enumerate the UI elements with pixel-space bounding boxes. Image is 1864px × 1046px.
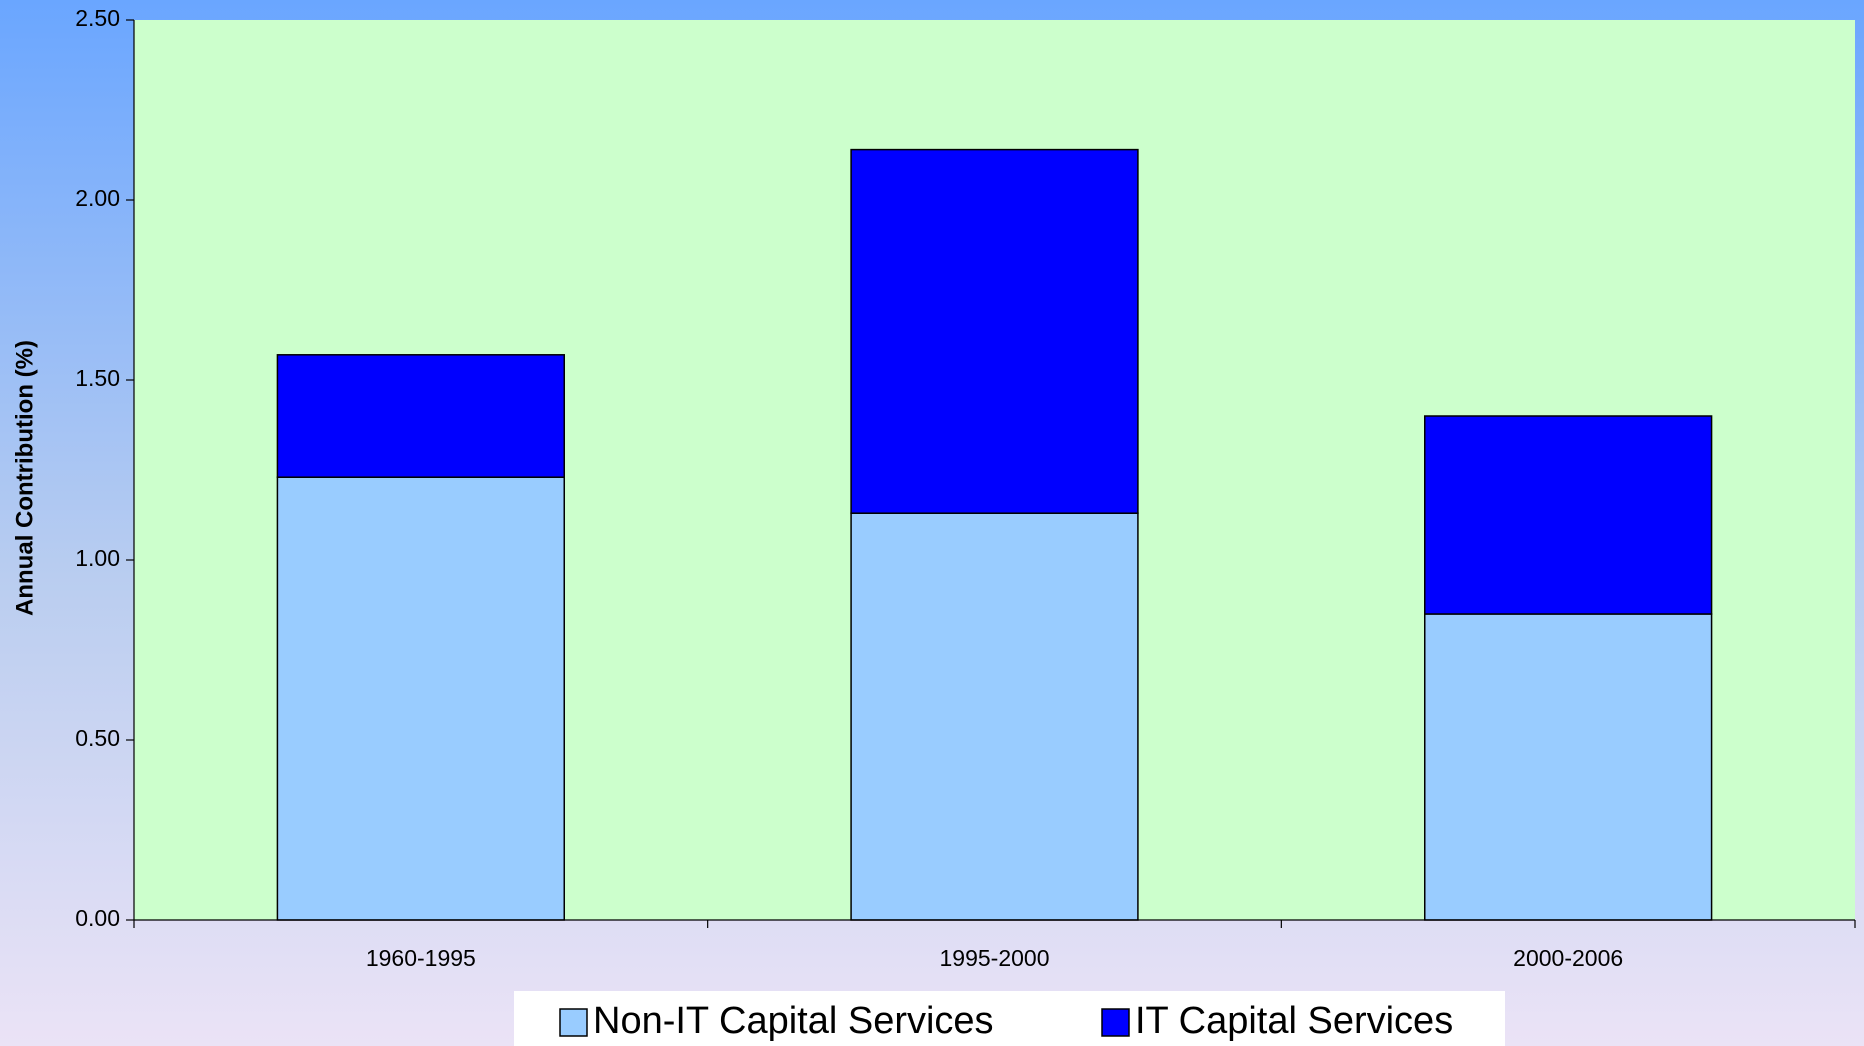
x-tick-label: 2000-2006 (1513, 945, 1623, 971)
x-tick-label: 1995-2000 (940, 945, 1050, 971)
bar-segment (850, 512, 1139, 921)
y-tick-label: 0.50 (75, 725, 120, 751)
bar-segment (276, 354, 565, 478)
bar-segment (850, 148, 1139, 514)
y-axis-label: Annual Contribution (%) (11, 340, 38, 616)
y-tick-label: 0.00 (75, 905, 120, 931)
x-tick-label: 1960-1995 (366, 945, 476, 971)
bar-segment (1424, 415, 1713, 615)
y-tick-label: 1.50 (75, 365, 120, 391)
y-tick-label: 1.00 (75, 545, 120, 571)
y-tick-label: 2.50 (75, 5, 120, 31)
legend-label: Non-IT Capital Services (593, 1000, 994, 1042)
legend: Non-IT Capital Services IT Capital Servic… (514, 991, 1505, 1046)
y-tick-label: 2.00 (75, 185, 120, 211)
legend-swatch (1101, 1008, 1130, 1037)
legend-label: IT Capital Services (1135, 1000, 1453, 1042)
bar-segment (276, 476, 565, 921)
legend-swatch (559, 1008, 588, 1037)
legend-box (514, 991, 1505, 1046)
bar-segment (1424, 613, 1713, 921)
